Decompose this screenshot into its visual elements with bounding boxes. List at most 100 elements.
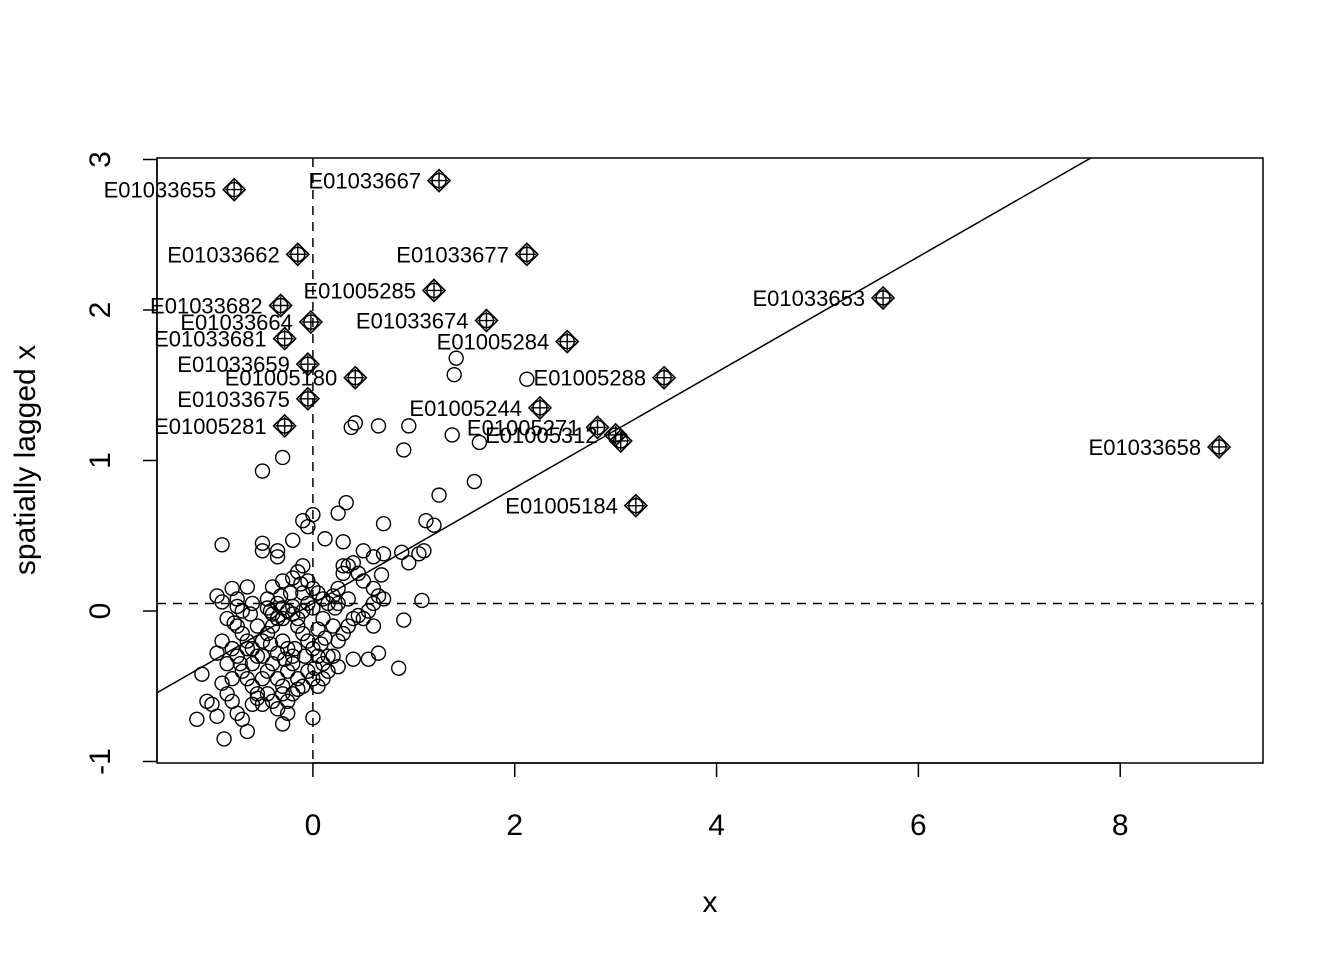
influential-point-diamond <box>272 413 297 439</box>
data-point <box>305 506 321 523</box>
influential-point-label: E01033675 <box>177 387 290 412</box>
influential-point: E01033674 <box>356 308 499 334</box>
influential-point-diamond <box>870 285 896 311</box>
data-point <box>401 555 417 571</box>
data-point <box>416 543 432 559</box>
data-point <box>414 592 430 609</box>
data-point <box>313 636 329 652</box>
data-point <box>287 640 303 657</box>
data-point <box>229 705 245 722</box>
data-point <box>239 633 256 649</box>
influential-point: E01005271 <box>467 415 610 440</box>
influential-point-label: E01005184 <box>505 494 618 519</box>
influential-point-label: E01005281 <box>154 414 267 439</box>
data-point <box>239 723 256 740</box>
influential-point-diamond <box>268 293 293 318</box>
data-point <box>229 618 245 634</box>
data-point <box>335 534 351 550</box>
data-point <box>360 651 377 667</box>
data-point <box>320 648 336 664</box>
influential-point-label: E01033664 <box>180 310 293 335</box>
data-point <box>254 648 271 664</box>
data-point <box>355 610 372 627</box>
influential-point: E01033655 <box>104 177 247 203</box>
data-point <box>290 681 306 697</box>
data-point <box>244 655 261 672</box>
data-point <box>274 449 291 466</box>
data-point <box>293 576 309 592</box>
influential-point-diamond <box>272 326 297 351</box>
influential-point-diamond <box>421 278 447 303</box>
influential-point-label: E01033681 <box>154 327 267 352</box>
data-point <box>426 517 442 533</box>
influential-point-diamond <box>222 177 247 202</box>
influential-point-label: E01005288 <box>534 366 647 391</box>
influential-point-label: E01005180 <box>225 366 338 391</box>
data-point <box>295 512 311 529</box>
data-point <box>370 418 387 434</box>
data-point <box>375 591 392 607</box>
influential-point-diamond <box>426 168 452 193</box>
data-point <box>226 615 242 631</box>
influential-point-label: E01005284 <box>437 330 550 355</box>
data-point <box>276 651 293 667</box>
x-axis-title: x <box>703 886 718 919</box>
data-point <box>330 595 346 612</box>
influential-point-label: E01033674 <box>356 309 469 334</box>
x-tick-label: 6 <box>910 809 927 842</box>
data-point <box>264 618 281 634</box>
y-tick-label: 1 <box>84 452 117 469</box>
influential-point-diamond <box>623 493 648 518</box>
data-point <box>269 549 286 565</box>
data-point <box>219 686 235 702</box>
data-point <box>431 487 447 503</box>
data-point <box>327 600 343 616</box>
data-point <box>411 546 427 562</box>
x-axis: 0 2 4 6 8 <box>305 762 1129 842</box>
data-point <box>330 658 346 675</box>
data-point <box>375 516 392 532</box>
y-axis-title: spatially lagged x <box>9 345 42 575</box>
influential-point: E01005184 <box>505 493 648 519</box>
influential-point-label: E01005312 <box>485 423 598 448</box>
influential-point-diamond <box>514 242 539 267</box>
influential-point-label: E01033655 <box>104 178 217 203</box>
data-point <box>394 544 410 561</box>
data-point <box>209 708 225 725</box>
data-point <box>300 663 316 679</box>
data-point <box>285 686 301 702</box>
data-point <box>390 660 407 676</box>
y-tick-label: 2 <box>84 302 117 319</box>
data-point <box>214 675 230 691</box>
influential-point-label: E01033677 <box>396 242 509 267</box>
influential-point: E01033664 <box>180 309 324 335</box>
data-point <box>274 686 291 702</box>
data-point <box>214 594 230 610</box>
data-point <box>274 573 291 589</box>
data-point <box>209 588 225 604</box>
data-point <box>254 535 271 551</box>
data-point <box>254 463 271 479</box>
data-point <box>300 595 316 612</box>
influential-point-label: E01005271 <box>467 415 580 440</box>
data-point <box>272 588 289 604</box>
data-point <box>249 648 266 664</box>
data-point <box>279 705 296 722</box>
influential-point: E01033659 <box>177 352 320 377</box>
influential-point-label: E01033653 <box>753 286 866 311</box>
data-point <box>219 655 235 672</box>
data-point <box>307 660 323 676</box>
data-point <box>297 648 313 664</box>
data-point <box>338 494 354 511</box>
influential-point-label: E01005285 <box>303 278 416 303</box>
data-point <box>209 645 225 661</box>
data-point <box>396 442 412 458</box>
influential-point-diamond <box>295 386 320 411</box>
data-point <box>315 591 331 607</box>
data-point <box>254 696 271 713</box>
y-tick-label: 3 <box>84 151 117 168</box>
data-point <box>355 543 372 559</box>
data-point <box>199 693 215 709</box>
data-point <box>365 580 382 597</box>
data-point <box>317 531 333 547</box>
